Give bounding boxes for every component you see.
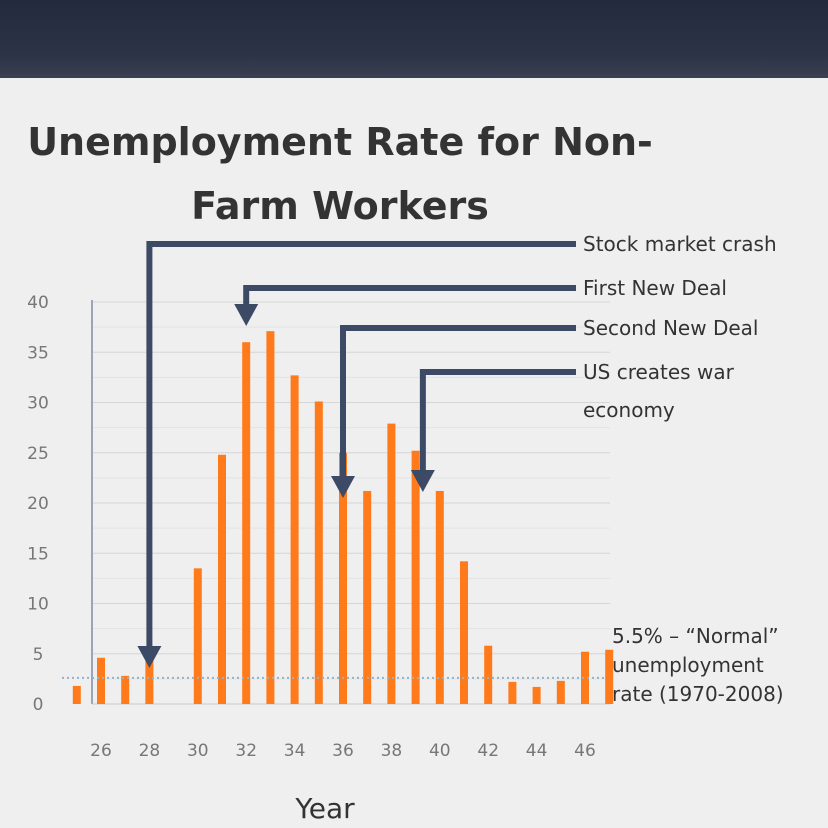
y-tick-label: 5 bbox=[33, 645, 44, 665]
y-tick-label: 30 bbox=[27, 394, 49, 414]
annotation-arrowhead bbox=[410, 470, 435, 492]
bar bbox=[556, 680, 565, 704]
chart-title-line-2: Farm Workers bbox=[191, 184, 489, 228]
reference-line-group: 5.5% – “Normal” unemployment rate (1970-20… bbox=[62, 624, 784, 706]
x-tick-label: 44 bbox=[526, 741, 548, 761]
y-tick-label: 10 bbox=[27, 595, 49, 615]
bar bbox=[97, 657, 105, 704]
annotation-label: Stock market crash bbox=[583, 232, 777, 256]
x-tick-label: 34 bbox=[284, 741, 306, 761]
annotation-label: US creates war bbox=[583, 360, 735, 384]
x-tick-label: 38 bbox=[381, 741, 403, 761]
bar bbox=[72, 685, 81, 704]
bar bbox=[218, 454, 226, 704]
x-tick-label: 46 bbox=[574, 741, 596, 761]
bar bbox=[339, 452, 347, 704]
bar bbox=[387, 423, 396, 704]
bar bbox=[290, 375, 299, 704]
bar bbox=[581, 651, 589, 704]
bar bbox=[314, 401, 323, 704]
x-axis-ticks: 26 28 30 32 34 36 38 40 42 44 46 bbox=[90, 741, 596, 761]
annotation-arrow-line bbox=[419, 369, 576, 476]
bar bbox=[435, 490, 444, 704]
reference-line-label: unemployment bbox=[612, 653, 764, 677]
bar bbox=[508, 681, 517, 704]
axes bbox=[91, 300, 610, 705]
top-dark-band bbox=[0, 0, 828, 78]
x-tick-label: 36 bbox=[332, 741, 354, 761]
annotation-arrowhead bbox=[137, 646, 162, 668]
bar bbox=[266, 331, 275, 704]
x-tick-label: 42 bbox=[477, 741, 499, 761]
reference-line-label: 5.5% – “Normal” bbox=[612, 624, 779, 648]
chart-title: Unemployment Rate for Non- Farm Workers bbox=[0, 110, 680, 238]
bar bbox=[145, 657, 154, 704]
bar bbox=[121, 675, 130, 704]
annotation-arrows bbox=[137, 241, 576, 668]
y-tick-label: 25 bbox=[27, 444, 49, 464]
y-tick-label: 20 bbox=[27, 494, 49, 514]
bars bbox=[72, 331, 614, 704]
bar bbox=[411, 450, 420, 704]
annotation-arrowhead bbox=[234, 304, 259, 326]
y-tick-label: 40 bbox=[27, 293, 49, 313]
annotation-label: Second New Deal bbox=[583, 316, 758, 340]
annotation-arrow-line bbox=[243, 285, 576, 310]
y-tick-label: 35 bbox=[27, 343, 49, 363]
bar bbox=[605, 649, 614, 704]
annotation-arrow-line bbox=[146, 241, 576, 652]
x-axis-label: Year bbox=[294, 792, 355, 825]
chart-title-line-1: Unemployment Rate for Non- bbox=[27, 120, 653, 164]
annotation-labels: Stock market crash First New Deal Second N… bbox=[583, 232, 777, 422]
x-tick-label: 40 bbox=[429, 741, 451, 761]
annotation-label: economy bbox=[583, 398, 675, 422]
x-tick-label: 28 bbox=[139, 741, 161, 761]
x-tick-label: 26 bbox=[90, 741, 112, 761]
x-tick-label: 30 bbox=[187, 741, 209, 761]
bar bbox=[242, 342, 251, 704]
annotation-arrow-line bbox=[340, 325, 576, 482]
bar bbox=[532, 686, 541, 704]
annotation-label: First New Deal bbox=[583, 276, 727, 300]
y-axis-ticks: 0 5 10 15 20 25 30 35 40 bbox=[27, 293, 49, 715]
annotation-arrowhead bbox=[331, 476, 355, 498]
bar bbox=[193, 568, 202, 704]
gridlines bbox=[92, 301, 610, 705]
y-tick-label: 0 bbox=[33, 695, 44, 715]
reference-line-label: rate (1970-2008) bbox=[612, 682, 784, 706]
y-tick-label: 15 bbox=[27, 544, 49, 564]
bar bbox=[460, 561, 468, 704]
bar bbox=[484, 645, 493, 704]
x-tick-label: 32 bbox=[235, 741, 257, 761]
bar bbox=[363, 490, 372, 704]
